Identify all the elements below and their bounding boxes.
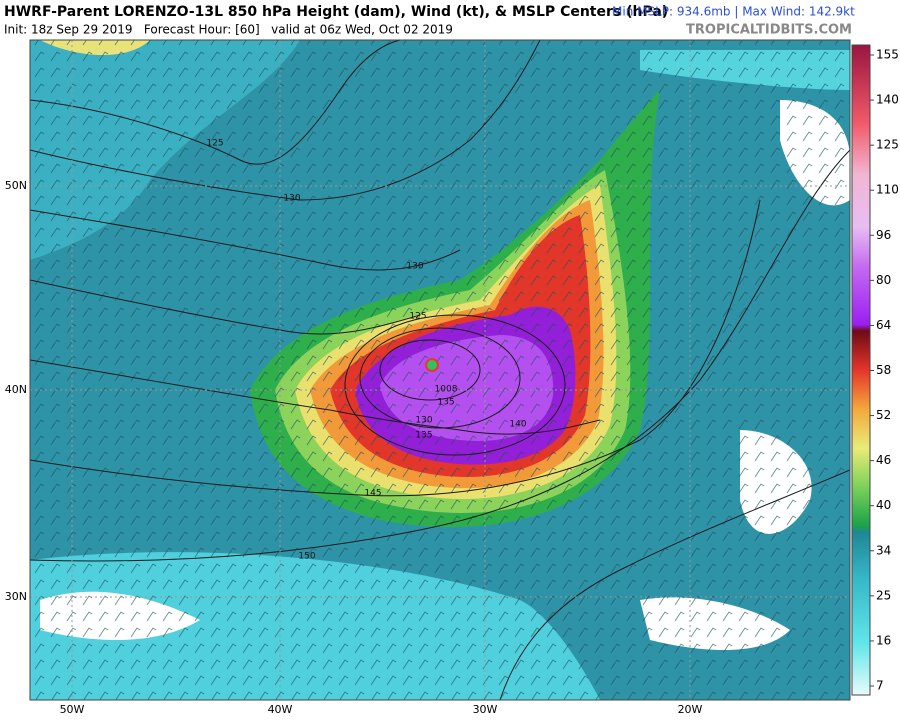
- lon-label: 50W: [60, 703, 85, 716]
- contour-label: 125: [409, 312, 426, 322]
- contour-label: 130: [415, 416, 432, 426]
- lat-label: 30N: [5, 590, 27, 603]
- colorbar-label: 25: [876, 588, 891, 602]
- contour-label: 140: [509, 420, 526, 430]
- lon-label: 20W: [678, 703, 703, 716]
- colorbar-label: 52: [876, 408, 891, 422]
- contour-label: 130: [283, 194, 300, 204]
- graticule: [30, 40, 850, 700]
- colorbar-label: 155: [876, 48, 899, 62]
- contour-label: 150: [298, 552, 315, 562]
- title: HWRF-Parent LORENZO-13L 850 hPa Height (…: [4, 4, 668, 20]
- contour-label: 125: [206, 139, 223, 149]
- contour-label: 135: [415, 431, 432, 441]
- contour-label: 145: [364, 489, 381, 499]
- labels: 50N 40N 30N 50W 40W 30W 20W 125 130 130 125 135 130 1…: [5, 48, 899, 717]
- colorbar-label: 40: [876, 498, 891, 512]
- stats: Min MSLP: 934.6mb | Max Wind: 142.9kt: [612, 5, 855, 19]
- lat-label: 50N: [5, 179, 27, 192]
- colorbar-label: 46: [876, 453, 891, 467]
- map-field: [30, 40, 850, 700]
- colorbar-label: 58: [876, 363, 891, 377]
- colorbar-label: 7: [876, 679, 884, 693]
- colorbar-label: 16: [876, 633, 891, 647]
- colorbar-label: 125: [876, 138, 899, 152]
- colorbar-label: 140: [876, 93, 899, 107]
- contour-label: 1008: [435, 385, 458, 395]
- lat-label: 40N: [5, 383, 27, 396]
- subtitle: Init: 18z Sep 29 2019 Forecast Hour: [60…: [4, 23, 453, 37]
- source: TROPICALTIDBITS.COM: [686, 23, 852, 38]
- contour-label: 130: [406, 262, 423, 272]
- storm-center: [425, 358, 439, 372]
- colorbar-label: 80: [876, 273, 891, 287]
- lon-label: 30W: [473, 703, 498, 716]
- lon-label: 40W: [268, 703, 293, 716]
- colorbar-label: 34: [876, 543, 891, 557]
- map-frame: [29, 39, 851, 701]
- contour-label: 135: [437, 398, 454, 408]
- colorbar-label: 96: [876, 228, 891, 242]
- colorbar-label: 110: [876, 183, 899, 197]
- colorbar-label: 64: [876, 318, 891, 332]
- colorbar: [851, 44, 871, 696]
- height-contours: [30, 40, 850, 700]
